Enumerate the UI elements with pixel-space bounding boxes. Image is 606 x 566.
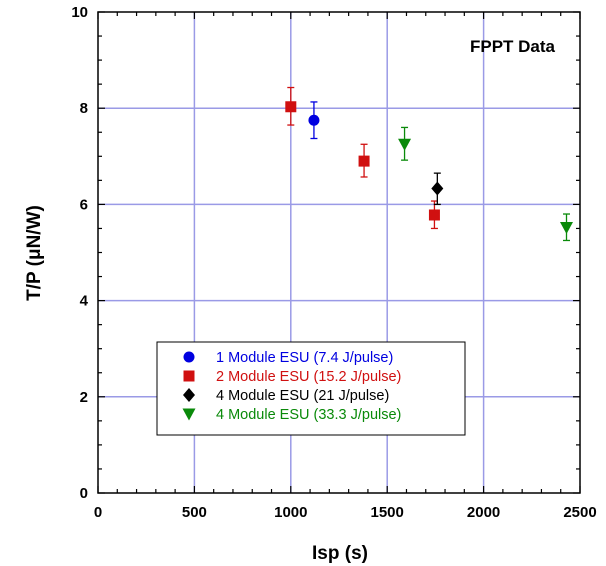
data-points xyxy=(285,86,574,242)
chart-annotation: FPPT Data xyxy=(470,37,556,56)
legend-label: 1 Module ESU (7.4 J/pulse) xyxy=(216,350,393,366)
legend-label: 2 Module ESU (15.2 J/pulse) xyxy=(216,369,401,385)
data-point xyxy=(431,181,444,196)
x-axis-label: Isp (s) xyxy=(312,543,368,564)
y-tick-label: 6 xyxy=(80,196,88,213)
data-point xyxy=(285,101,297,113)
x-tick-label: 2000 xyxy=(467,504,500,521)
data-point xyxy=(358,155,370,167)
x-tick-label: 500 xyxy=(182,504,207,521)
y-axis-label: T/P (μN/W) xyxy=(24,205,45,301)
y-tick-label: 0 xyxy=(80,485,88,502)
data-point xyxy=(560,221,574,234)
legend-marker xyxy=(183,370,195,382)
legend-label: 4 Module ESU (33.3 J/pulse) xyxy=(216,407,401,423)
x-tick-labels: 0 500 1000 1500 2000 2500 xyxy=(94,504,597,521)
series-0 xyxy=(308,101,320,140)
series-2 xyxy=(431,172,444,206)
data-point xyxy=(398,138,412,151)
y-tick-label: 8 xyxy=(80,100,88,117)
legend-marker xyxy=(183,351,195,363)
series-1 xyxy=(285,86,440,230)
x-tick-label: 1000 xyxy=(274,504,307,521)
legend-box xyxy=(156,341,466,436)
y-tick-labels: 0 2 4 6 8 10 xyxy=(71,4,88,502)
data-point xyxy=(428,209,440,221)
legend: 1 Module ESU (7.4 J/pulse) 2 Module ESU (… xyxy=(156,341,466,436)
axis-ticks xyxy=(97,11,581,494)
data-point xyxy=(308,114,320,126)
y-tick-label: 10 xyxy=(71,4,88,21)
legend-marker xyxy=(183,388,195,402)
legend-label: 4 Module ESU (21 J/pulse) xyxy=(216,388,389,404)
legend-marker xyxy=(182,408,196,421)
y-tick-label: 4 xyxy=(80,293,89,310)
y-tick-label: 2 xyxy=(80,389,88,406)
x-tick-label: 2500 xyxy=(563,504,596,521)
x-tick-label: 1500 xyxy=(371,504,404,521)
series-3 xyxy=(398,126,574,242)
x-tick-label: 0 xyxy=(94,504,102,521)
